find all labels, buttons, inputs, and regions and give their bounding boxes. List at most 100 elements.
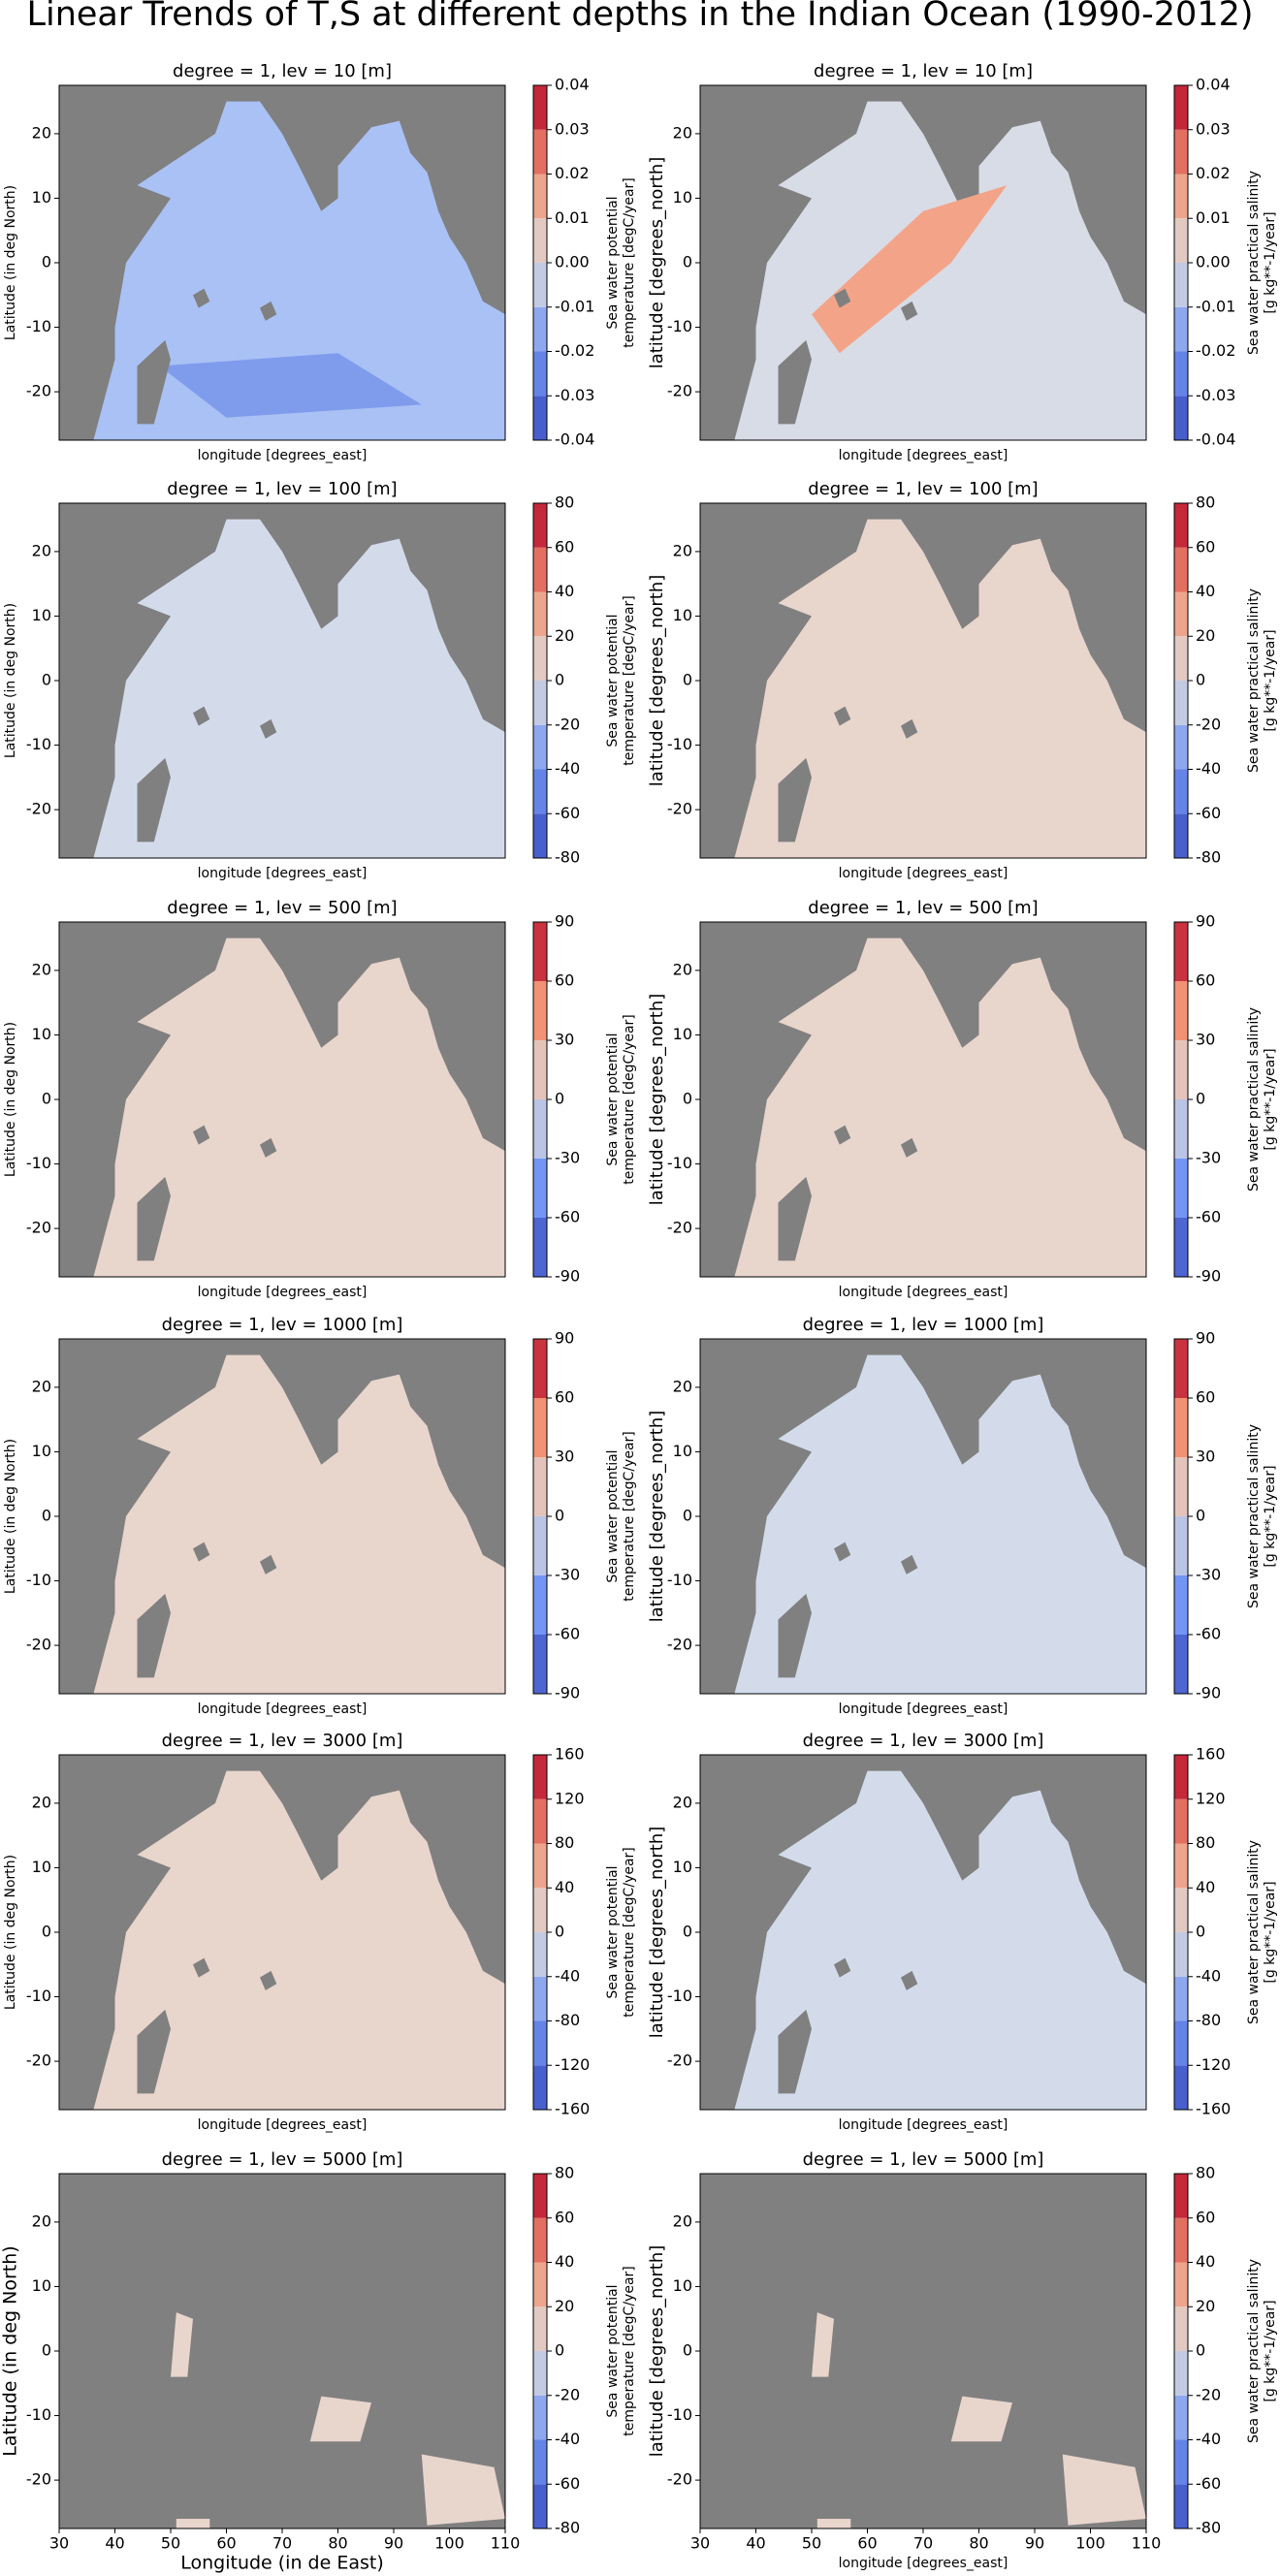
colorbar-band [533, 2395, 547, 2440]
colorbar-tick-label: -90 [1196, 1684, 1221, 1702]
colorbar-band [533, 306, 547, 352]
colorbar-band [1174, 2020, 1188, 2066]
colorbar-tick-label: 60 [1196, 537, 1215, 556]
y-tick-label: -10 [667, 1987, 692, 2005]
colorbar-tick-label: 80 [555, 2164, 574, 2182]
colorbar-tick-label: 0 [555, 1507, 564, 1525]
colorbar-band [1174, 813, 1188, 858]
island [193, 1542, 210, 1562]
colorbar-tick-label: 80 [1196, 1833, 1215, 1852]
ocean [1062, 2454, 1146, 2526]
colorbar-band [1174, 2262, 1188, 2307]
colorbar-band [1174, 2217, 1188, 2263]
colorbar-band [1174, 2395, 1188, 2440]
colorbar-tick-label: 0.02 [1196, 164, 1231, 182]
colorbar-tick-label: 80 [1196, 493, 1215, 512]
x-axis-label: Longitude (in de East) [180, 2553, 384, 2574]
y-tick-label: 20 [32, 123, 51, 142]
x-tick-label: 60 [216, 2534, 236, 2553]
colorbar-tick-label: -120 [1196, 2055, 1231, 2074]
colorbar-band [1174, 724, 1188, 770]
panel-title: degree = 1, lev = 5000 [m] [803, 2149, 1044, 2170]
colorbar-band [533, 981, 547, 1040]
colorbar-tick-label: 120 [1196, 1789, 1226, 1807]
colorbar-tick-label: -80 [555, 848, 580, 867]
island [193, 288, 210, 308]
colorbar-tick-label: -30 [1196, 1149, 1221, 1167]
y-tick-label: 20 [673, 2211, 692, 2230]
x-tick-label: 40 [746, 2534, 765, 2553]
colorbar-band [1174, 922, 1188, 981]
y-tick-label: 20 [32, 541, 51, 559]
island [778, 1593, 812, 1678]
colorbar-band [1174, 1040, 1188, 1099]
ocean [93, 101, 505, 440]
colorbar-tick-label: -80 [555, 2011, 580, 2029]
colorbar-tick-label: -40 [1196, 759, 1221, 778]
colorbar-label: Sea water potential [605, 614, 621, 747]
colorbar-tick-label: 60 [555, 971, 574, 990]
colorbar-label: [g kg**-1/year] [1263, 1465, 1278, 1567]
x-tick-label: 30 [690, 2534, 710, 2553]
colorbar-band [533, 351, 547, 397]
colorbar-band [533, 1976, 547, 2021]
y-tick-label: -10 [667, 1571, 692, 1589]
panel-title: degree = 1, lev = 5000 [m] [162, 2149, 403, 2170]
island [901, 301, 918, 321]
y-axis-label: Latitude (in deg North) [3, 1022, 18, 1177]
ocean [812, 2312, 834, 2377]
ocean [734, 938, 1146, 1277]
colorbar-label: temperature [degC/year] [622, 1014, 637, 1185]
y-tick-label: 0 [683, 253, 692, 271]
panel-title: degree = 1, lev = 3000 [m] [803, 1731, 1044, 1751]
colorbar-label: [g kg**-1/year] [1263, 1048, 1278, 1150]
colorbar-band [533, 2217, 547, 2263]
island [260, 1137, 277, 1158]
y-tick-label: 0 [683, 671, 692, 689]
island [901, 1554, 918, 1574]
colorbar-band [533, 636, 547, 681]
panel-title: degree = 1, lev = 500 [m] [808, 898, 1038, 918]
colorbar-label: Sea water practical salinity [1246, 588, 1262, 773]
colorbar-band [1174, 2351, 1188, 2396]
colorbar-tick-label: 60 [1196, 2208, 1215, 2226]
colorbar-band [1174, 396, 1188, 440]
colorbar-tick-label: -0.04 [555, 430, 594, 449]
colorbar-band [1174, 769, 1188, 814]
colorbar-band [533, 1159, 547, 1218]
colorbar-band [533, 2484, 547, 2528]
ocean [816, 2519, 851, 2528]
x-axis-label: longitude [degrees_east] [839, 866, 1008, 881]
colorbar-band [533, 1932, 547, 1977]
x-axis-label: longitude [degrees_east] [839, 2556, 1008, 2571]
colorbar-band [533, 1843, 547, 1889]
colorbar-tick-label: -60 [555, 1625, 580, 1643]
colorbar-band [1174, 503, 1188, 548]
ocean [93, 938, 505, 1277]
y-tick-label: 10 [673, 1442, 692, 1460]
y-tick-label: 10 [32, 1025, 51, 1043]
colorbar-band [533, 2439, 547, 2485]
colorbar-band [1174, 2065, 1188, 2110]
colorbar-tick-label: -30 [1196, 1566, 1221, 1584]
island [778, 339, 812, 425]
colorbar-tick-label: -90 [1196, 1267, 1221, 1286]
island [137, 339, 171, 425]
ocean [176, 2519, 210, 2528]
colorbar-label: Sea water potential [605, 1449, 621, 1582]
island [193, 706, 210, 726]
colorbar-tick-label: -0.01 [555, 297, 594, 315]
island [834, 1125, 851, 1145]
y-tick-label: 10 [673, 1025, 692, 1043]
colorbar-band [533, 1398, 547, 1457]
island [137, 2009, 171, 2094]
island [901, 1137, 918, 1158]
island [834, 1542, 851, 1562]
y-tick-label: 20 [32, 2211, 51, 2230]
colorbar-tick-label: 40 [1196, 2252, 1215, 2271]
colorbar-tick-label: -0.03 [555, 386, 594, 404]
colorbar-tick-label: 0 [555, 2341, 564, 2360]
colorbar-band [1174, 1755, 1188, 1799]
colorbar-tick-label: -120 [555, 2055, 590, 2074]
y-tick-label: -10 [667, 2405, 692, 2424]
